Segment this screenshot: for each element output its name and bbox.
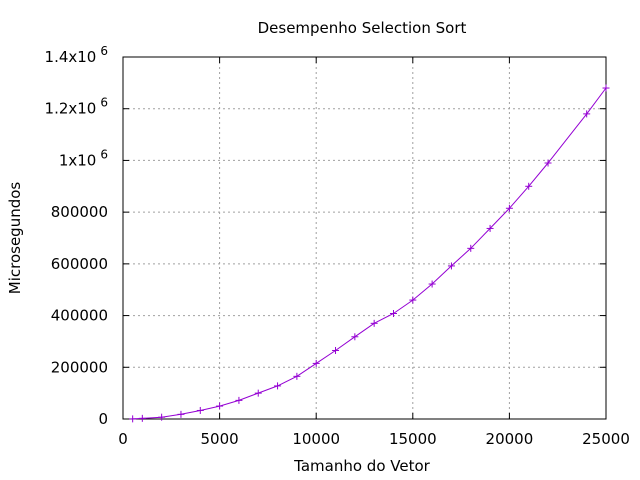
y-tick-label: 400000 — [51, 307, 108, 325]
data-point-marker — [351, 333, 359, 341]
data-point-marker — [177, 410, 185, 418]
data-point-marker — [525, 182, 533, 190]
data-point-marker — [447, 262, 455, 270]
x-tick-label: 10000 — [292, 430, 340, 448]
data-point-marker — [409, 296, 417, 304]
y-axis-label: Microsegundos — [6, 182, 24, 295]
y-tick-label: 1.2x10 6 — [45, 96, 108, 118]
data-point-marker — [505, 204, 513, 212]
y-tick-label: 200000 — [51, 358, 108, 376]
plot-border — [122, 56, 607, 420]
data-point-marker — [196, 406, 204, 414]
y-tick-exponent: 6 — [100, 96, 108, 110]
data-point-marker — [467, 244, 475, 252]
data-point-marker — [293, 372, 301, 380]
data-point-marker — [129, 415, 137, 423]
data-point-marker — [389, 310, 397, 318]
data-point-marker — [428, 280, 436, 288]
y-tick-exponent: 6 — [100, 147, 108, 161]
data-point-marker — [370, 319, 378, 327]
data-point-marker — [544, 159, 552, 167]
x-tick-label: 5000 — [201, 430, 239, 448]
axis-ticks — [122, 56, 607, 420]
y-tick-exponent: 6 — [100, 44, 108, 58]
data-point-marker — [138, 414, 146, 422]
x-tick-label: 0 — [118, 430, 128, 448]
y-tick-label: 600000 — [51, 255, 108, 273]
x-axis-label: Tamanho do Vetor — [293, 457, 430, 475]
data-point-marker — [583, 110, 591, 118]
tick-labels: 0 5000 10000 15000 20000 25000 0 200000 400000 60… — [45, 44, 630, 448]
x-tick-label: 25000 — [582, 430, 630, 448]
series-group — [129, 84, 610, 423]
data-point-marker — [254, 389, 262, 397]
grid-lines — [123, 57, 606, 419]
x-tick-label: 15000 — [389, 430, 437, 448]
y-tick-label: 800000 — [51, 203, 108, 221]
data-point-marker — [486, 224, 494, 232]
y-tick-label: 1x10 6 — [59, 147, 108, 169]
series-line — [132, 87, 607, 420]
y-tick-label: 1.4x10 6 — [45, 44, 108, 66]
data-point-marker — [158, 413, 166, 421]
data-point-marker — [332, 346, 340, 354]
data-point-marker — [235, 396, 243, 404]
chart-title: Desempenho Selection Sort — [258, 19, 467, 37]
x-tick-label: 20000 — [486, 430, 534, 448]
data-point-marker — [602, 84, 610, 92]
data-point-marker — [312, 359, 320, 367]
data-point-marker — [216, 402, 224, 410]
y-tick-label: 0 — [98, 410, 108, 428]
data-point-marker — [274, 382, 282, 390]
